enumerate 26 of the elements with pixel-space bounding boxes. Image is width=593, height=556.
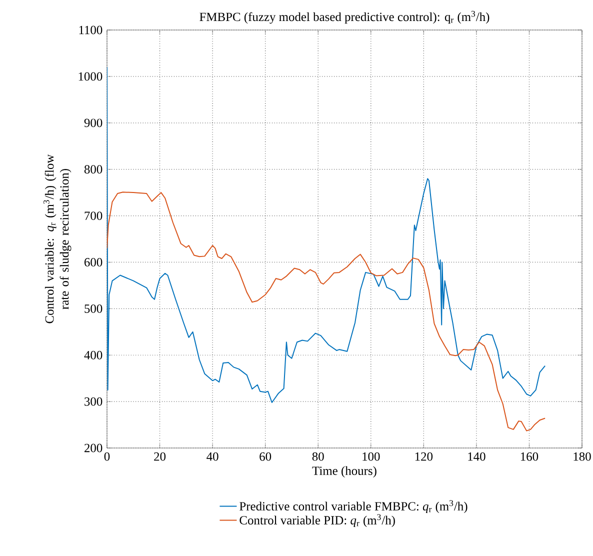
x-tick-label: 100 xyxy=(362,452,380,461)
x-tick-label: 0 xyxy=(104,452,110,461)
y-tick-label: 1000 xyxy=(78,72,102,81)
line-series xyxy=(107,66,546,403)
y-tick-label: 800 xyxy=(84,165,102,174)
y-tick-label: 200 xyxy=(84,444,102,452)
y-tick-label: 400 xyxy=(84,350,102,360)
x-tick-label: 180 xyxy=(574,452,591,461)
legend-label: Predictive control variable FMBPC: q$_{r}$ (m$^{3}$/h) xyxy=(240,500,468,514)
x-tick-label: 60 xyxy=(260,452,272,461)
x-tick-label: 80 xyxy=(312,452,324,461)
x-tick-label: 160 xyxy=(520,452,538,461)
y-tick-label: 300 xyxy=(84,397,102,406)
line-series xyxy=(107,192,546,432)
y-tick-label: 500 xyxy=(84,304,102,313)
chart-title: FMBPC (fuzzy model based predictive control): q$_{r}$ (m$^{3}$/h) xyxy=(200,10,490,24)
x-axis-title: Time (hours) xyxy=(312,466,376,478)
x-tick-label: 140 xyxy=(468,452,486,461)
legend-label: Control variable PID: q$_{r}$ (m$^{3}$/h) xyxy=(240,514,395,527)
x-tick-label: 120 xyxy=(415,452,433,461)
x-tick-label: 20 xyxy=(154,452,166,461)
y-tick-label: 600 xyxy=(84,258,102,266)
y-tick-label: 900 xyxy=(84,118,102,128)
y-tick-label: 1100 xyxy=(79,26,102,34)
y-tick-label: 700 xyxy=(84,212,102,220)
x-tick-label: 40 xyxy=(206,452,218,461)
